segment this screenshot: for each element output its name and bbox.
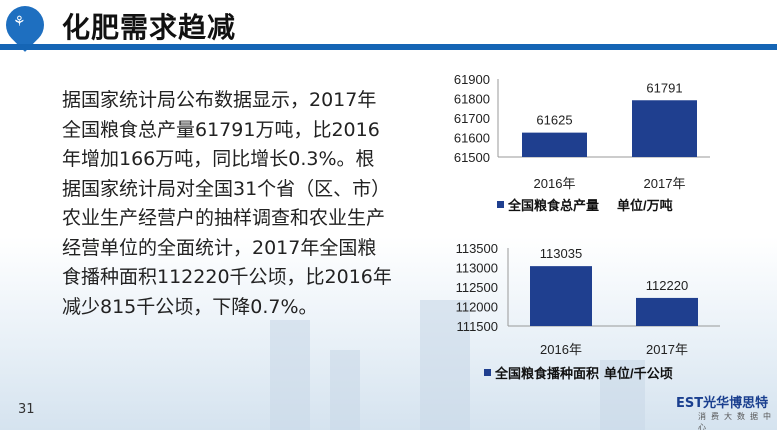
y-tick-label: 112000 [456, 300, 498, 315]
y-tick-label: 61800 [454, 92, 490, 107]
x-tick-label: 2016年 [540, 342, 582, 357]
y-tick-label: 61700 [454, 111, 490, 126]
legend-swatch [484, 369, 491, 376]
legend-swatch [497, 201, 504, 208]
unit-label: 单位/千公顷 [604, 366, 673, 381]
y-tick-label: 61500 [454, 150, 490, 165]
background-building [420, 300, 470, 430]
bar-2017年 [632, 100, 697, 157]
x-tick-label: 2016年 [534, 176, 576, 191]
y-tick-label: 111500 [457, 319, 498, 334]
background-building [270, 320, 310, 430]
page-title: 化肥需求趋减 [62, 11, 237, 44]
bar-2017年 [636, 297, 698, 326]
data-label: 113035 [540, 246, 582, 261]
bar-2016年 [522, 132, 587, 157]
title-divider [0, 44, 777, 50]
bar-2016年 [530, 266, 592, 326]
data-label: 61625 [536, 113, 572, 128]
page-number: 31 [18, 402, 35, 417]
data-label: 61791 [646, 80, 682, 95]
unit-label: 单位/万吨 [617, 198, 673, 213]
background-building [600, 360, 645, 430]
x-tick-label: 2017年 [646, 342, 688, 357]
legend-label: 全国粮食播种面积 [494, 366, 599, 381]
x-tick-label: 2017年 [644, 176, 686, 191]
background-building [330, 350, 360, 430]
y-tick-label: 113000 [456, 261, 498, 276]
data-label: 112220 [646, 278, 688, 293]
y-tick-label: 61600 [454, 131, 490, 146]
brand-name: EST光华博思特 [676, 396, 769, 411]
legend-label: 全国粮食总产量 [507, 198, 599, 213]
y-tick-label: 112500 [456, 280, 498, 295]
y-tick-label: 61900 [454, 72, 490, 87]
body-paragraph: 据国家统计局公布数据显示，2017年全国粮食总产量61791万吨，比2016年增… [62, 89, 392, 318]
brand-logo: EST光华博思特 消费大数据中心 [676, 392, 777, 430]
brand-subtitle: 消费大数据中心 [698, 412, 776, 430]
y-tick-label: 113500 [456, 241, 498, 256]
tractor-icon: ⚘ [13, 14, 26, 30]
